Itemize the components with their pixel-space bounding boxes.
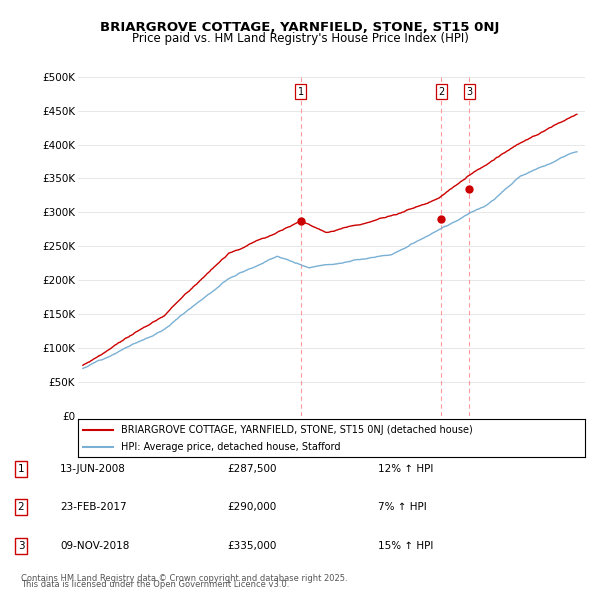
Text: £290,000: £290,000 xyxy=(227,503,277,512)
Text: 1: 1 xyxy=(298,87,304,97)
Text: 12% ↑ HPI: 12% ↑ HPI xyxy=(378,464,433,474)
Text: 3: 3 xyxy=(17,541,25,550)
Text: BRIARGROVE COTTAGE, YARNFIELD, STONE, ST15 0NJ: BRIARGROVE COTTAGE, YARNFIELD, STONE, ST… xyxy=(100,21,500,34)
Text: Price paid vs. HM Land Registry's House Price Index (HPI): Price paid vs. HM Land Registry's House … xyxy=(131,32,469,45)
Text: 23-FEB-2017: 23-FEB-2017 xyxy=(60,503,127,512)
Text: 1: 1 xyxy=(17,464,25,474)
Text: £335,000: £335,000 xyxy=(227,541,277,550)
Text: BRIARGROVE COTTAGE, YARNFIELD, STONE, ST15 0NJ (detached house): BRIARGROVE COTTAGE, YARNFIELD, STONE, ST… xyxy=(121,425,473,435)
Text: Contains HM Land Registry data © Crown copyright and database right 2025.: Contains HM Land Registry data © Crown c… xyxy=(21,574,347,583)
Text: HPI: Average price, detached house, Stafford: HPI: Average price, detached house, Staf… xyxy=(121,441,341,451)
Text: £287,500: £287,500 xyxy=(227,464,277,474)
Text: 2: 2 xyxy=(17,503,25,512)
Text: 3: 3 xyxy=(466,87,472,97)
Text: 15% ↑ HPI: 15% ↑ HPI xyxy=(378,541,433,550)
Text: 09-NOV-2018: 09-NOV-2018 xyxy=(60,541,130,550)
Text: This data is licensed under the Open Government Licence v3.0.: This data is licensed under the Open Gov… xyxy=(21,581,289,589)
Text: 13-JUN-2008: 13-JUN-2008 xyxy=(60,464,126,474)
Text: 7% ↑ HPI: 7% ↑ HPI xyxy=(378,503,427,512)
Text: 2: 2 xyxy=(439,87,445,97)
